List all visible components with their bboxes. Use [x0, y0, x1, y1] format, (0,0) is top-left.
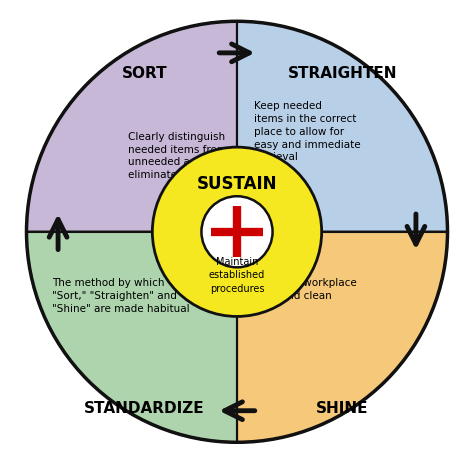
Text: SORT: SORT — [121, 67, 167, 81]
Wedge shape — [237, 232, 447, 442]
Circle shape — [201, 196, 273, 267]
Circle shape — [152, 147, 322, 316]
Text: STRAIGHTEN: STRAIGHTEN — [288, 67, 397, 81]
Text: Maintain
established
procedures: Maintain established procedures — [209, 257, 265, 294]
Text: SHINE: SHINE — [316, 401, 368, 416]
Text: Clearly distinguish
needed items from
unneeded and
eliminate the latter: Clearly distinguish needed items from un… — [128, 132, 228, 180]
Wedge shape — [27, 232, 237, 442]
Wedge shape — [237, 21, 447, 232]
Text: Keep needed
items in the correct
place to allow for
easy and immediate
retrieval: Keep needed items in the correct place t… — [254, 101, 360, 162]
Wedge shape — [27, 21, 237, 232]
Text: SUSTAIN: SUSTAIN — [197, 175, 277, 193]
Text: The method by which
"Sort," "Straighten" and
"Shine" are made habitual: The method by which "Sort," "Straighten"… — [52, 278, 190, 313]
Text: STANDARDIZE: STANDARDIZE — [84, 401, 205, 416]
Text: Keep the workplace
neat and clean: Keep the workplace neat and clean — [254, 278, 356, 301]
